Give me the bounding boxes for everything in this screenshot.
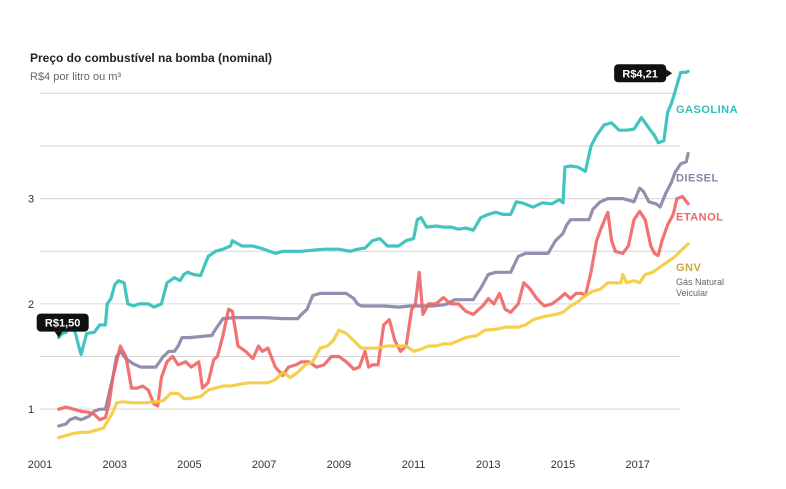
series-label-gnv: GNV [676,262,702,274]
value-callout: R$1,50 [36,313,89,338]
callouts: R$4,21 R$1,50 [36,64,673,338]
series-label-diesel: DIESEL [676,173,719,185]
series-note: Gás Natural [676,277,724,287]
series-line-etanol [57,194,690,422]
series-lines [57,69,690,440]
x-tick-label: 2003 [102,459,126,471]
chart-title: Preço do combustível na bomba (nominal) [30,51,272,65]
x-tick-label: 2005 [177,459,201,471]
x-tick-label: 2017 [625,459,649,471]
series-line-gnv [57,242,690,440]
x-tick-label: 2007 [252,459,276,471]
series-line-diesel [57,151,690,428]
series-label-gasolina: GASOLINA [676,104,738,116]
callout-box [614,64,667,83]
y-tick-label: 2 [28,299,34,311]
x-tick-label: 2001 [28,459,52,471]
series-note: Veicular [676,288,708,298]
x-tick-label: 2011 [402,459,426,471]
callout-box [36,313,89,332]
callout-pointer [54,331,63,338]
y-axis-labels: 1 2 3 [28,194,34,417]
x-axis-labels: 2001 2003 2005 2007 2009 2011 2013 2015 2017 [28,459,650,471]
callout-label: R$4,21 [622,68,657,80]
series-label-etanol: ETANOL [676,212,723,224]
x-tick-label: 2015 [551,459,575,471]
callout-label: R$1,50 [45,318,80,330]
y-tick-label: 1 [28,404,34,416]
callout-pointer [666,69,673,78]
chart-subtitle: R$4 por litro ou m³ [30,71,121,83]
x-tick-label: 2013 [476,459,500,471]
series-labels: GASOLINA DIESEL ETANOL GNV Gás NaturalVeicul… [676,104,738,298]
y-tick-label: 3 [28,194,34,206]
series-line-gasolina [57,69,690,356]
x-tick-label: 2009 [327,459,351,471]
value-callout: R$4,21 [614,64,673,83]
